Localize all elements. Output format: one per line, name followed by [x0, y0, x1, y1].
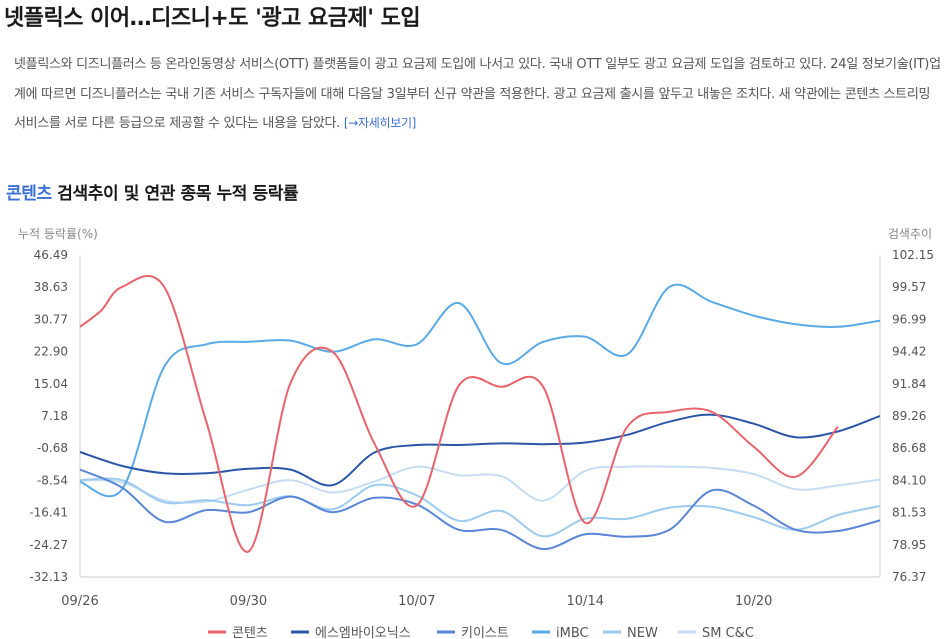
- y-left-tick-label: 7.18: [41, 409, 68, 423]
- y-left-tick-label: 15.04: [34, 377, 68, 391]
- series-line-콘텐츠: [79, 274, 839, 553]
- y-left-tick-label: -24.27: [29, 538, 68, 552]
- section-keyword: 콘텐츠: [6, 184, 52, 204]
- article-summary: 넷플릭스와 디즈니플러스 등 온라인동영상 서비스(OTT) 플랫폼들이 광고 …: [14, 50, 942, 139]
- y-left-tick-label: 30.77: [34, 312, 68, 326]
- y-right-tick-label: 94.42: [892, 345, 926, 359]
- x-tick-label: 10/07: [398, 594, 435, 609]
- y-right-tick-label: 96.99: [892, 312, 926, 326]
- y-right-tick-label: 76.37: [892, 570, 926, 584]
- summary-text: 넷플릭스와 디즈니플러스 등 온라인동영상 서비스(OTT) 플랫폼들이 광고 …: [14, 57, 941, 131]
- y-right-tick-label: 78.95: [892, 538, 926, 552]
- legend-label: 에스엠바이오닉스: [315, 626, 411, 639]
- read-more-link[interactable]: [→자세히보기]: [343, 116, 417, 130]
- y-right-tick-label: 89.26: [892, 409, 926, 423]
- article-headline: 넷플릭스 이어…디즈니+도 '광고 요금제' 도입: [4, 6, 421, 31]
- x-tick-label: 10/14: [567, 594, 604, 609]
- chart-section-title: 콘텐츠 검색추이 및 연관 종목 누적 등락률: [6, 179, 299, 204]
- y-left-tick-label: 22.90: [34, 345, 68, 359]
- y-left-tick-label: -32.13: [29, 570, 68, 584]
- legend-label: iMBC: [556, 626, 589, 639]
- legend-label: 콘텐츠: [232, 626, 268, 639]
- series-line-SM C&C: [79, 465, 881, 504]
- series-line-NEW: [79, 477, 881, 538]
- y-right-tick-label: 81.53: [892, 506, 926, 520]
- y-right-tick-label: 102.15: [892, 248, 934, 262]
- legend-label: SM C&C: [702, 626, 754, 639]
- y-left-tick-label: -0.68: [37, 441, 68, 455]
- series-line-iMBC: [79, 283, 881, 498]
- legend-label: 키이스트: [461, 626, 509, 639]
- x-tick-label: 09/30: [230, 594, 267, 609]
- x-tick-label: 10/20: [735, 594, 772, 609]
- y-right-axis-label: 검색추이: [888, 227, 932, 241]
- y-right-tick-label: 99.57: [892, 280, 926, 294]
- legend-label: NEW: [627, 626, 658, 639]
- section-title-rest: 검색추이 및 연관 종목 누적 등락률: [51, 184, 299, 204]
- series-line-키이스트: [79, 468, 881, 551]
- y-left-tick-label: 46.49: [34, 248, 68, 262]
- y-right-tick-label: 91.84: [892, 377, 926, 391]
- y-left-tick-label: 38.63: [34, 280, 68, 294]
- x-tick-label: 09/26: [61, 594, 98, 609]
- y-right-tick-label: 86.68: [892, 441, 926, 455]
- y-left-axis-label: 누적 등락률(%): [18, 227, 98, 241]
- y-right-tick-label: 84.10: [892, 473, 926, 487]
- series-line-에스엠바이오닉스: [79, 413, 881, 487]
- y-left-tick-label: -8.54: [37, 473, 68, 487]
- y-left-tick-label: -16.41: [29, 506, 68, 520]
